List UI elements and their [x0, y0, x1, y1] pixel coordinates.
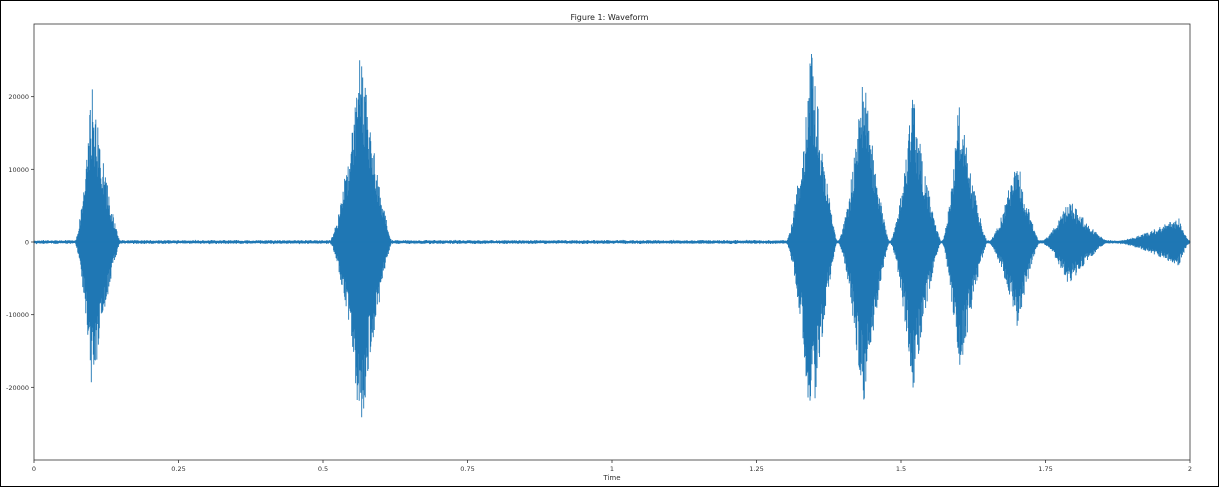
y-tick-label: -20000	[6, 384, 29, 392]
waveform-series-line	[33, 54, 1191, 418]
x-axis-label: Time	[602, 474, 620, 482]
x-tick-label: 1.75	[1038, 465, 1052, 473]
y-tick-label: 0	[25, 239, 29, 247]
x-tick-label: 0.5	[318, 465, 328, 473]
x-tick-label: 0.25	[171, 465, 185, 473]
x-tick-label: 1.25	[749, 465, 763, 473]
chart-title: Figure 1: Waveform	[570, 13, 649, 22]
x-tick-label: 0	[32, 465, 36, 473]
x-tick-label: 1	[610, 465, 614, 473]
x-tick-label: 2	[1188, 465, 1192, 473]
plot-area	[33, 54, 1191, 418]
x-tick-label: 0.75	[460, 465, 474, 473]
y-tick-label: 10000	[8, 166, 29, 174]
y-tick-label: 20000	[8, 93, 29, 101]
x-tick-label: 1.5	[896, 465, 906, 473]
axes: 0 0.25 0.5 0.75 1 1.25 1.5 1.75 2 20000 10000 0 -100…	[6, 23, 1192, 473]
y-tick-label: -10000	[6, 311, 29, 319]
